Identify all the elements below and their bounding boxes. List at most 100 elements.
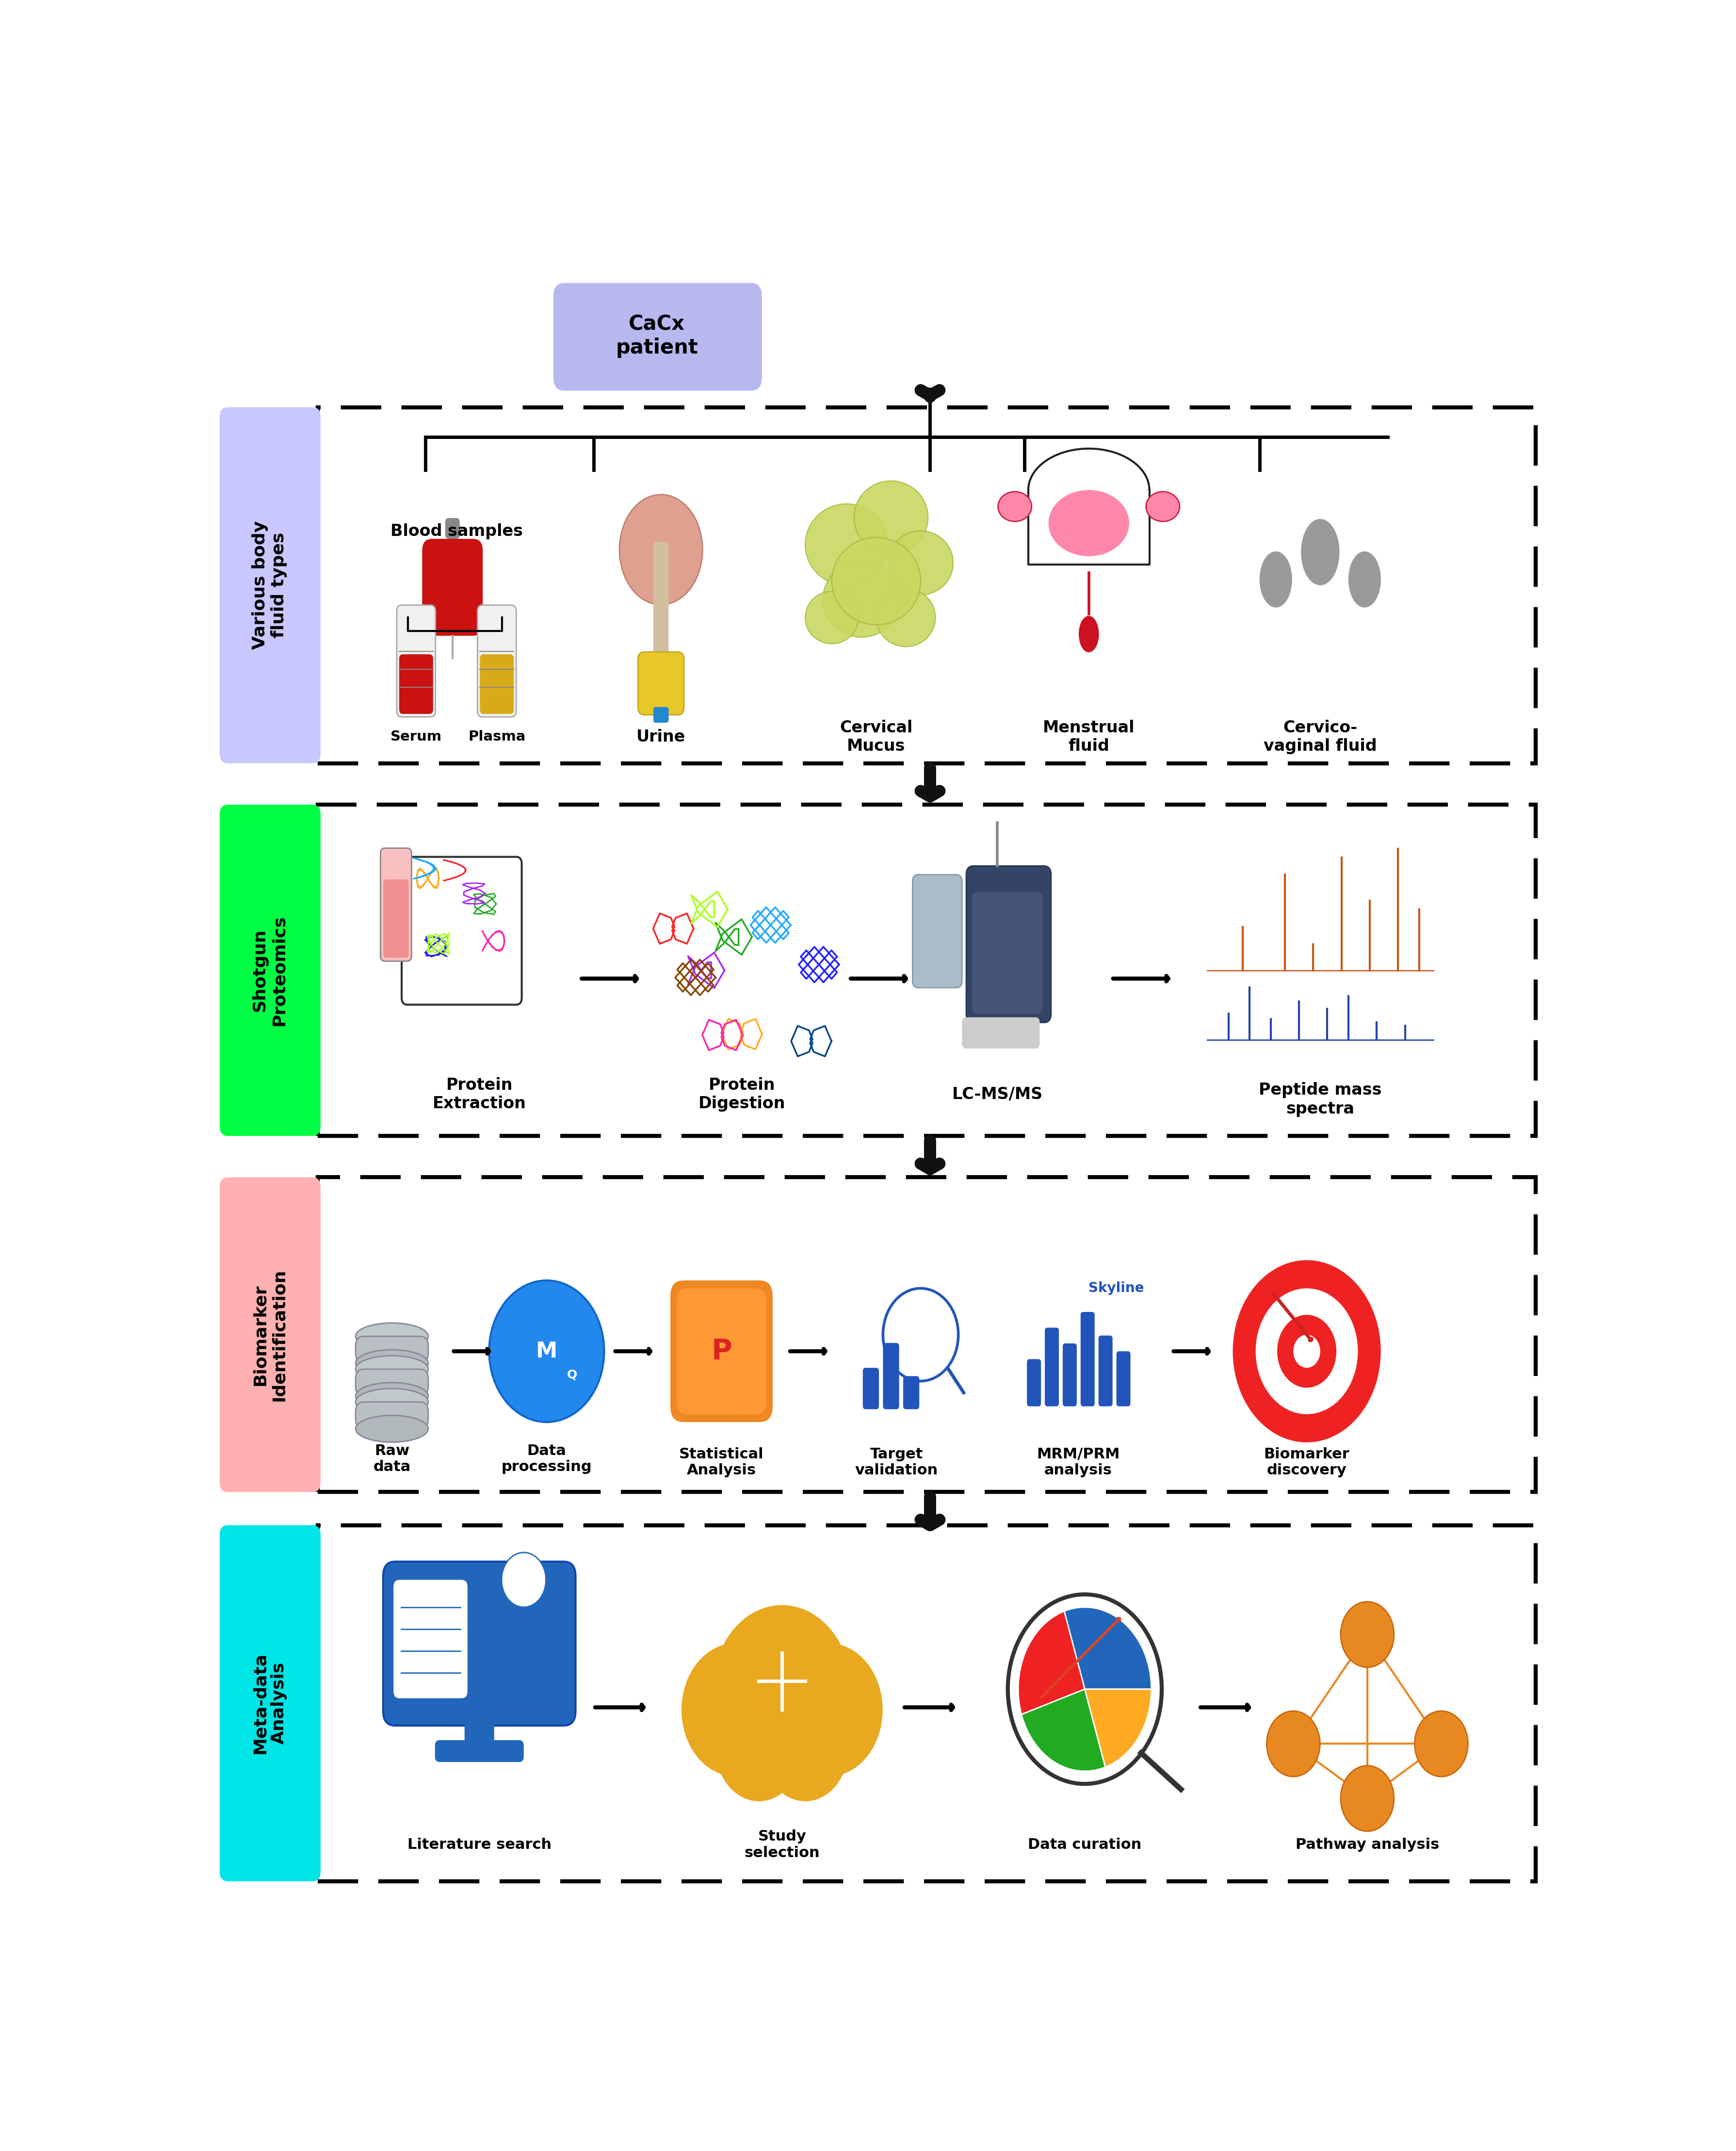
Text: Statistical
Analysis: Statistical Analysis — [679, 1448, 764, 1478]
FancyBboxPatch shape — [401, 856, 523, 1005]
Wedge shape — [1085, 1689, 1151, 1768]
Text: CaCx
patient: CaCx patient — [616, 314, 698, 357]
Ellipse shape — [889, 531, 953, 596]
Ellipse shape — [1349, 551, 1380, 607]
FancyBboxPatch shape — [380, 847, 411, 961]
FancyBboxPatch shape — [967, 867, 1050, 1022]
Text: Raw
data: Raw data — [373, 1443, 411, 1473]
FancyBboxPatch shape — [422, 540, 483, 637]
Text: Pathway analysis: Pathway analysis — [1295, 1837, 1439, 1852]
FancyBboxPatch shape — [220, 1177, 321, 1493]
FancyBboxPatch shape — [356, 1402, 429, 1428]
FancyBboxPatch shape — [1116, 1351, 1130, 1407]
Text: Protein
Extraction: Protein Extraction — [432, 1078, 526, 1112]
Text: Meta-data
Analysis: Meta-data Analysis — [252, 1652, 286, 1753]
Circle shape — [762, 1695, 849, 1800]
Ellipse shape — [620, 495, 703, 604]
Circle shape — [1340, 1602, 1394, 1667]
Circle shape — [1340, 1766, 1394, 1831]
Text: Target
validation: Target validation — [854, 1448, 937, 1478]
FancyBboxPatch shape — [394, 1579, 467, 1699]
FancyBboxPatch shape — [356, 1336, 429, 1364]
Text: Data curation: Data curation — [1028, 1837, 1142, 1852]
FancyBboxPatch shape — [384, 880, 408, 957]
Text: LC-MS/MS: LC-MS/MS — [951, 1086, 1043, 1103]
Ellipse shape — [806, 503, 889, 585]
Text: Urine: Urine — [637, 729, 686, 744]
FancyBboxPatch shape — [384, 1562, 576, 1725]
Text: Peptide mass
spectra: Peptide mass spectra — [1259, 1082, 1382, 1116]
FancyBboxPatch shape — [444, 518, 460, 540]
FancyBboxPatch shape — [465, 1723, 495, 1744]
FancyBboxPatch shape — [1062, 1344, 1076, 1407]
Ellipse shape — [823, 561, 899, 637]
Text: Literature search: Literature search — [408, 1837, 552, 1852]
Circle shape — [1267, 1710, 1319, 1777]
Ellipse shape — [1260, 551, 1292, 607]
Ellipse shape — [806, 592, 859, 643]
Ellipse shape — [1078, 615, 1099, 652]
Ellipse shape — [1049, 490, 1128, 557]
Circle shape — [715, 1695, 802, 1800]
Ellipse shape — [356, 1383, 429, 1409]
FancyBboxPatch shape — [1045, 1327, 1059, 1407]
FancyBboxPatch shape — [479, 654, 514, 714]
Ellipse shape — [854, 482, 929, 553]
Circle shape — [490, 1280, 604, 1422]
Text: Skyline: Skyline — [1088, 1282, 1144, 1295]
Text: Biomarker
discovery: Biomarker discovery — [1264, 1448, 1349, 1478]
FancyBboxPatch shape — [436, 1740, 524, 1762]
Ellipse shape — [356, 1351, 429, 1377]
Ellipse shape — [877, 589, 936, 647]
Bar — [318, 804, 1536, 1136]
Text: Menstrual
fluid: Menstrual fluid — [1043, 721, 1135, 755]
FancyBboxPatch shape — [903, 1377, 920, 1409]
Circle shape — [1255, 1288, 1358, 1413]
FancyBboxPatch shape — [554, 284, 762, 391]
Ellipse shape — [1300, 518, 1340, 585]
Circle shape — [1415, 1710, 1469, 1777]
Text: Protein
Digestion: Protein Digestion — [698, 1078, 785, 1112]
FancyBboxPatch shape — [220, 407, 321, 764]
FancyBboxPatch shape — [863, 1368, 878, 1409]
Ellipse shape — [356, 1390, 429, 1415]
Text: Various body
fluid types: Various body fluid types — [252, 521, 286, 650]
FancyBboxPatch shape — [637, 652, 684, 714]
Bar — [318, 1177, 1536, 1493]
FancyBboxPatch shape — [477, 604, 516, 716]
Text: Cervical
Mucus: Cervical Mucus — [840, 721, 913, 755]
FancyBboxPatch shape — [653, 708, 668, 723]
Text: MRM/PRM
analysis: MRM/PRM analysis — [1036, 1448, 1120, 1478]
Bar — [318, 407, 1536, 764]
Text: M: M — [536, 1340, 557, 1362]
Ellipse shape — [1146, 493, 1180, 521]
Ellipse shape — [832, 538, 920, 624]
FancyBboxPatch shape — [1099, 1336, 1113, 1407]
FancyBboxPatch shape — [653, 542, 668, 667]
Text: Shotgun
Proteomics: Shotgun Proteomics — [252, 914, 286, 1026]
Bar — [318, 1525, 1536, 1882]
FancyBboxPatch shape — [1080, 1312, 1095, 1407]
FancyBboxPatch shape — [670, 1280, 773, 1422]
Wedge shape — [1019, 1611, 1085, 1714]
Ellipse shape — [356, 1355, 429, 1383]
Text: Biomarker
Identification: Biomarker Identification — [252, 1269, 286, 1400]
FancyBboxPatch shape — [962, 1017, 1040, 1048]
FancyBboxPatch shape — [220, 1525, 321, 1882]
Circle shape — [502, 1553, 545, 1607]
Text: Q: Q — [568, 1368, 578, 1381]
Ellipse shape — [356, 1415, 429, 1441]
FancyBboxPatch shape — [972, 893, 1043, 1013]
Text: P: P — [712, 1338, 733, 1366]
FancyBboxPatch shape — [220, 804, 321, 1136]
Text: Blood samples: Blood samples — [391, 523, 523, 540]
Circle shape — [774, 1643, 882, 1777]
FancyBboxPatch shape — [913, 875, 962, 987]
Circle shape — [682, 1643, 790, 1777]
Circle shape — [1278, 1314, 1337, 1387]
FancyBboxPatch shape — [884, 1342, 899, 1409]
Ellipse shape — [998, 493, 1031, 521]
FancyBboxPatch shape — [677, 1288, 766, 1413]
Text: Plasma: Plasma — [469, 729, 526, 744]
Circle shape — [712, 1605, 852, 1777]
